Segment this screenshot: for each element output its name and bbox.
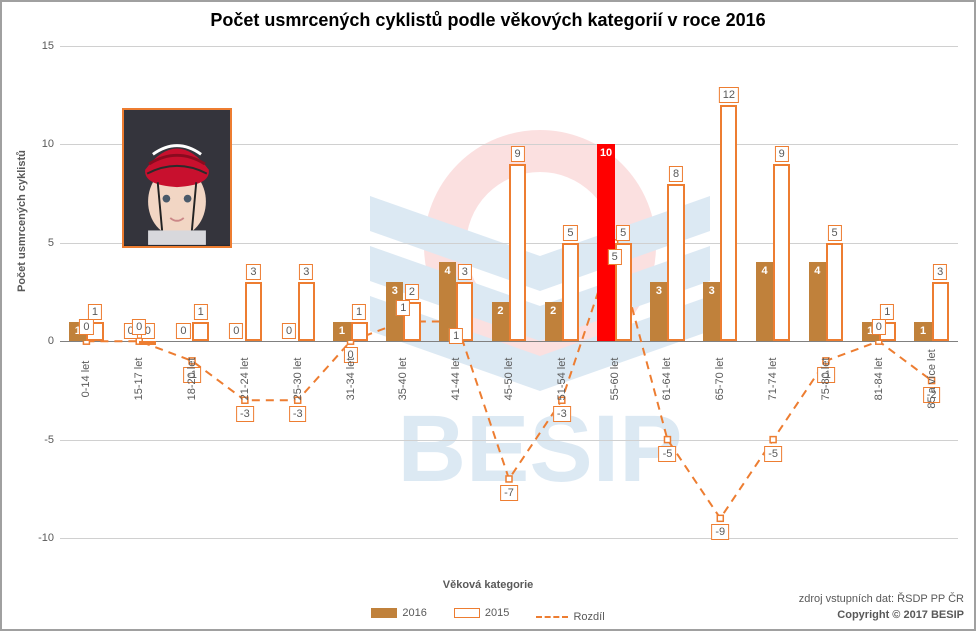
value-label-2016: 1 [916, 324, 930, 338]
legend-label-2015: 2015 [485, 607, 509, 619]
value-label-diff: 1 [449, 328, 463, 344]
legend-2015: 2015 [454, 607, 509, 619]
value-label-2016: 3 [705, 284, 719, 298]
bar-2015 [826, 243, 843, 341]
value-label-2015: 8 [669, 166, 683, 182]
y-tick-label: 10 [42, 138, 54, 150]
bar-2015 [192, 322, 209, 342]
plot-area: BESIP -10-5051015 1100-14 let00015-17 le… [60, 46, 958, 538]
chart-title: Počet usmrcených cyklistů podle věkových… [2, 2, 974, 35]
bar-2015 [139, 341, 156, 345]
value-label-2015: 1 [194, 304, 208, 320]
value-label-2015: 1 [352, 304, 366, 320]
value-label-2016: 4 [810, 264, 824, 278]
bar-2015 [773, 164, 790, 341]
legend-swatch-2016 [371, 608, 397, 618]
y-axis-title: Počet usmrcených cyklistů [16, 150, 28, 292]
y-tick-label: 0 [48, 335, 54, 347]
legend-label-2016: 2016 [402, 607, 426, 619]
value-label-2016: 4 [441, 264, 455, 278]
chart-container: Počet usmrcených cyklistů podle věkových… [0, 0, 976, 631]
value-label-2015: 1 [880, 304, 894, 320]
bar-2015 [932, 282, 949, 341]
bar-2016 [597, 144, 614, 341]
legend-diff: Rozdíl [536, 611, 604, 623]
value-label-2016: 3 [652, 284, 666, 298]
bar-2015 [562, 243, 579, 341]
value-label-diff: -5 [764, 446, 782, 462]
bar-2015 [720, 105, 737, 341]
bar-2015 [298, 282, 315, 341]
value-label-diff: -5 [659, 446, 677, 462]
value-label-2015: 5 [563, 225, 577, 241]
y-tick-label: 5 [48, 237, 54, 249]
legend-label-diff: Rozdíl [573, 611, 604, 623]
value-label-2016: 3 [388, 284, 402, 298]
value-label-diff: -3 [236, 406, 254, 422]
value-label-diff: -9 [711, 524, 729, 540]
value-label-diff: -3 [289, 406, 307, 422]
value-label-2016: 4 [758, 264, 772, 278]
value-label-2015: 3 [299, 264, 313, 280]
value-label-2016: 2 [493, 304, 507, 318]
legend-2016: 2016 [371, 607, 426, 619]
grid-line [60, 538, 958, 539]
value-label-diff: -3 [553, 406, 571, 422]
value-label-2016: 0 [176, 323, 190, 339]
value-label-2016: 2 [546, 304, 560, 318]
legend-swatch-diff [536, 616, 568, 618]
copyright-text: Copyright © 2017 BESIP [837, 609, 964, 621]
child-helmet-illustration [124, 110, 230, 245]
value-label-diff: 1 [396, 300, 410, 316]
value-label-2015: 1 [88, 304, 102, 320]
value-label-diff: -7 [500, 485, 518, 501]
value-label-2016: 0 [282, 323, 296, 339]
y-tick-label: -5 [44, 434, 54, 446]
value-label-diff: 0 [132, 319, 146, 335]
value-label-diff: 0 [79, 319, 93, 335]
bar-2015 [351, 322, 368, 342]
value-label-diff: 5 [608, 249, 622, 265]
value-label-2015: 3 [458, 264, 472, 280]
y-tick-label: -10 [38, 532, 54, 544]
value-label-diff: 0 [872, 319, 886, 335]
value-label-2015: 9 [775, 146, 789, 162]
value-label-2015: 2 [405, 284, 419, 300]
value-label-2015: 9 [511, 146, 525, 162]
value-label-2015: 5 [827, 225, 841, 241]
x-axis-title: Věková kategorie [2, 579, 974, 591]
y-tick-label: 15 [42, 40, 54, 52]
bar-2015 [667, 184, 684, 341]
legend-swatch-2015 [454, 608, 480, 618]
value-label-2015: 3 [933, 264, 947, 280]
value-label-2016: 0 [229, 323, 243, 339]
value-label-2015: 3 [246, 264, 260, 280]
value-label-2015: 12 [719, 87, 739, 103]
value-label-2016: 1 [335, 324, 349, 338]
bar-2015 [245, 282, 262, 341]
source-text: zdroj vstupních dat: ŘSDP PP ČR [799, 593, 964, 605]
value-label-2015: 5 [616, 225, 630, 241]
inset-photo-child-helmet [122, 108, 232, 248]
bar-2015 [509, 164, 526, 341]
value-label-2016: 10 [597, 146, 615, 160]
legend: 2016 2015 Rozdíl [2, 607, 974, 623]
